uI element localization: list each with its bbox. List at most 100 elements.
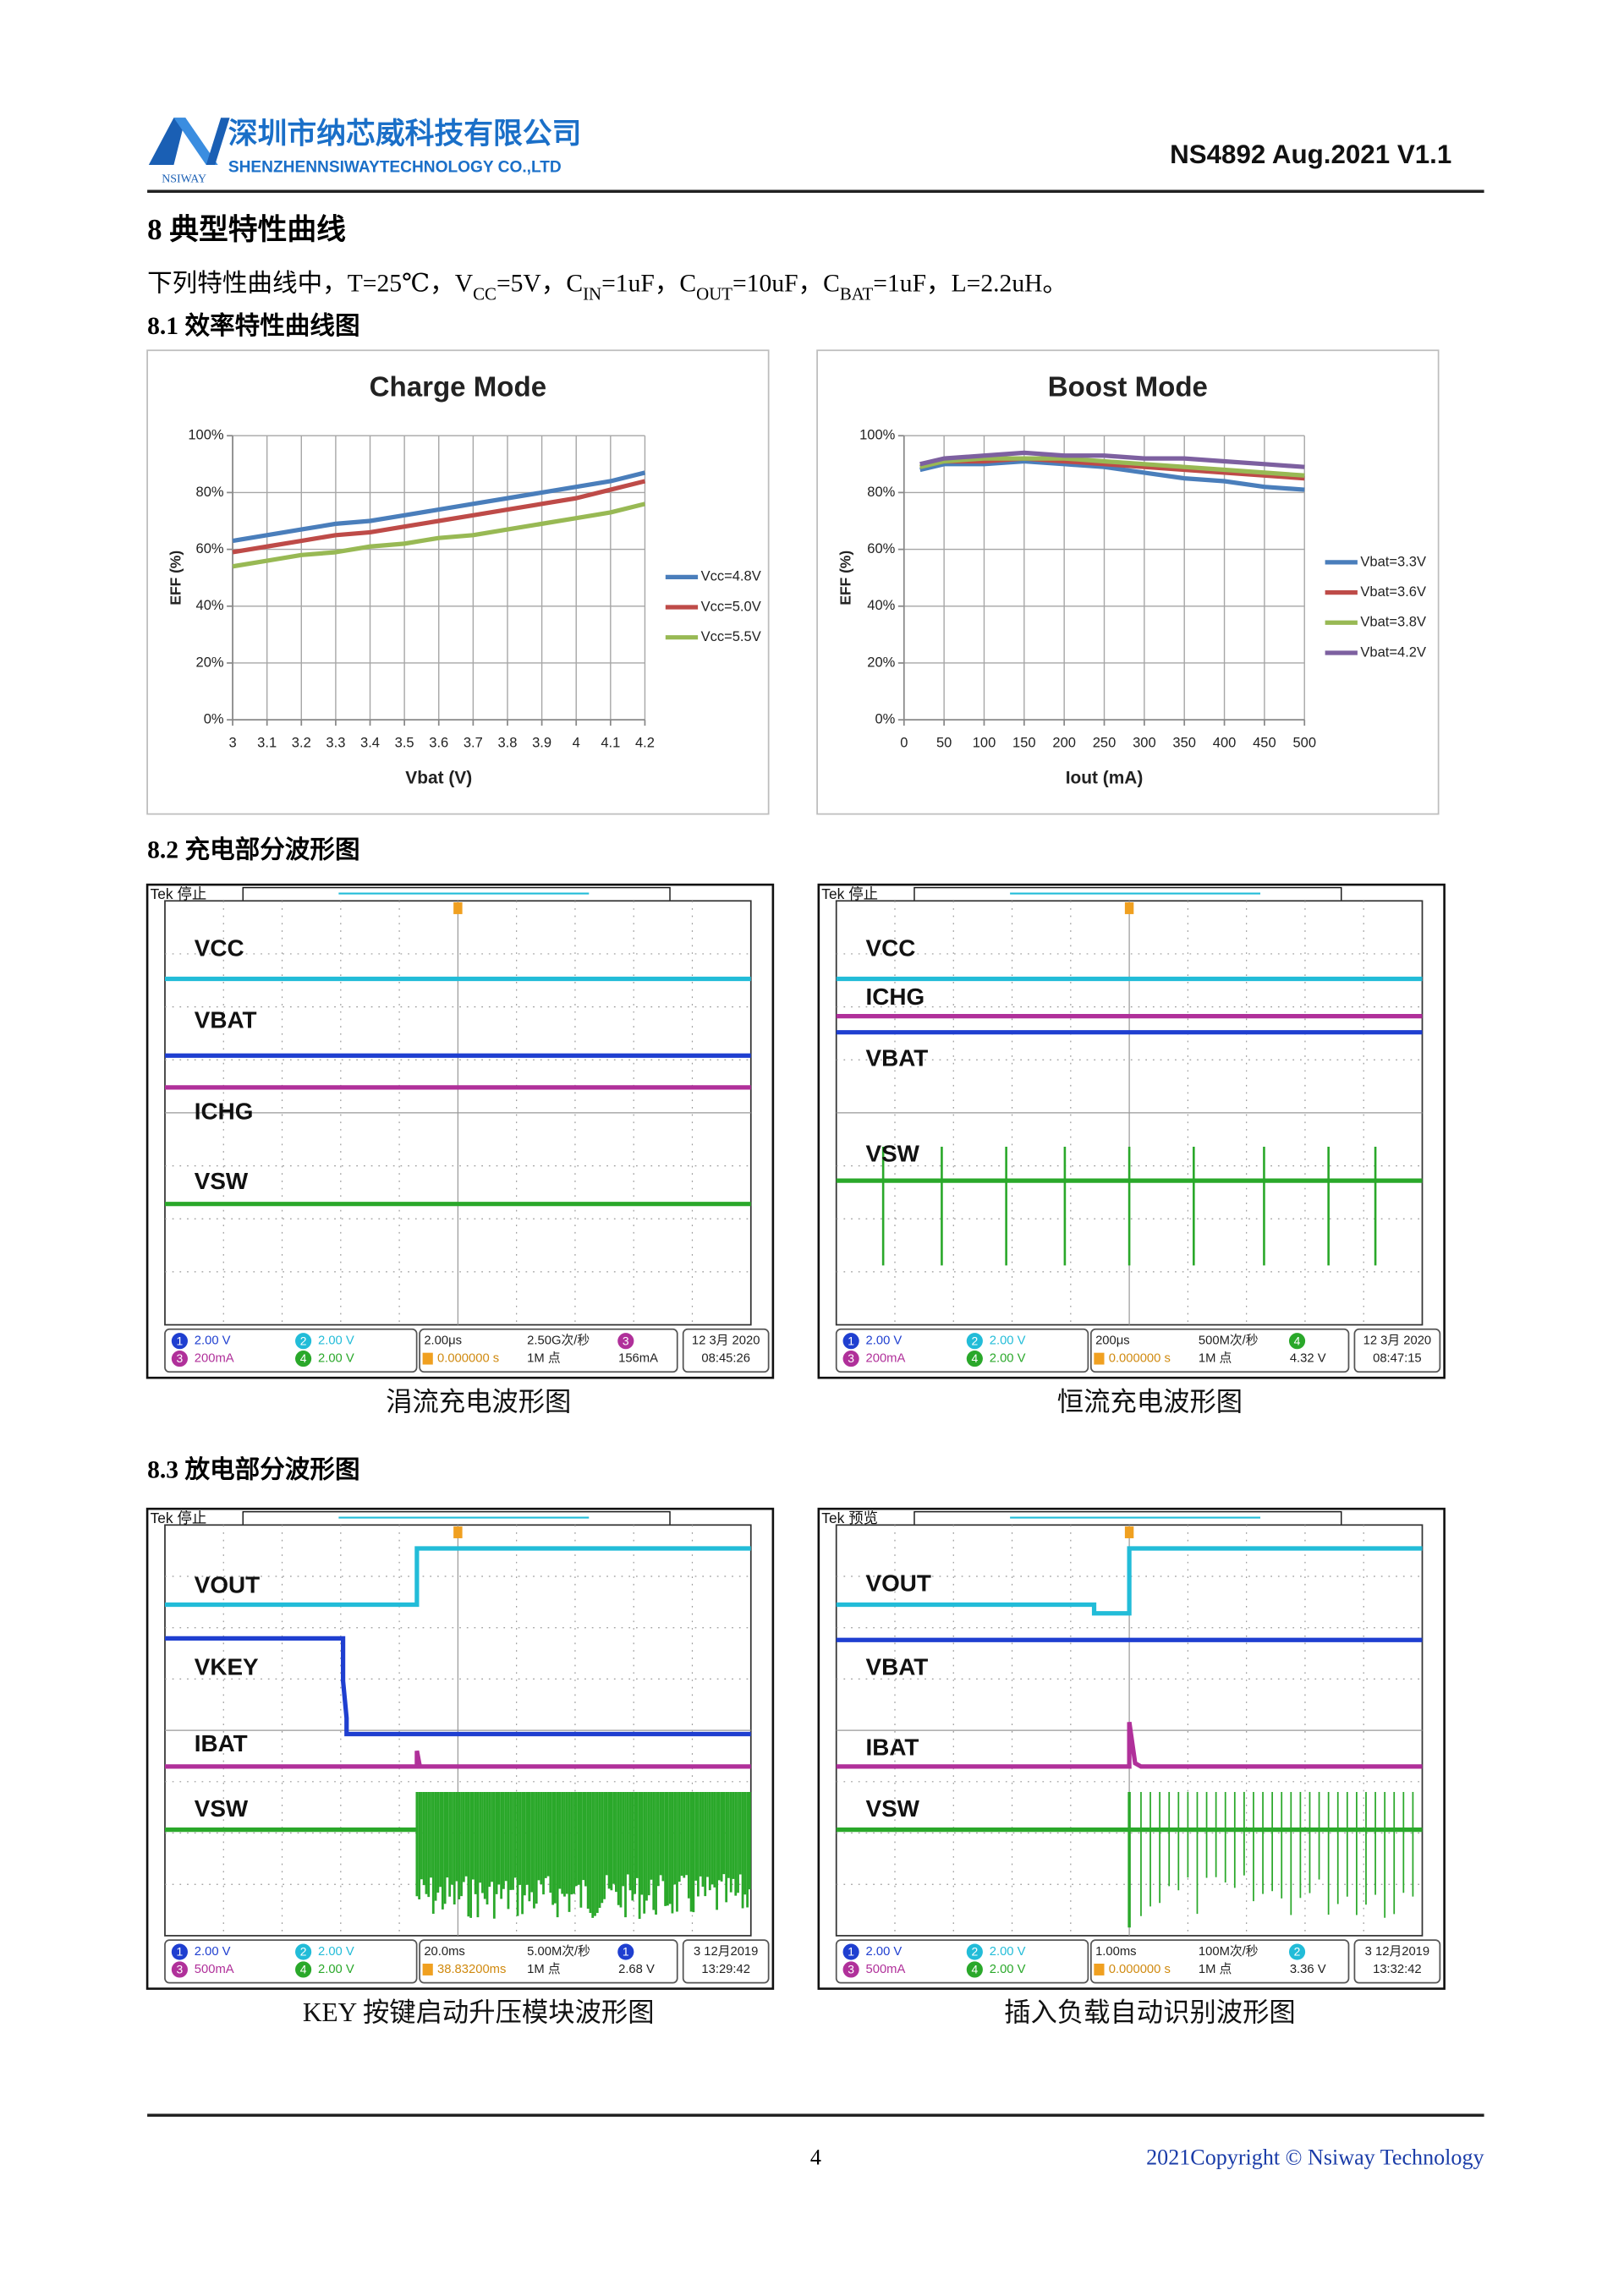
trigger-channel: 4 <box>1294 1334 1301 1347</box>
trigger-channel: 2 <box>1294 1945 1301 1959</box>
y-axis-label: EFF (%) <box>837 551 853 606</box>
channel-label: VSW <box>866 1140 920 1166</box>
trigger-channel-badge <box>1288 1943 1306 1960</box>
channel-scale: 500mA <box>195 1963 234 1976</box>
channel-id: 4 <box>300 1351 307 1365</box>
sample-rate: 100M次/秒 <box>1199 1944 1259 1959</box>
data-line <box>232 470 646 544</box>
record-length: 1M 点 <box>1199 1351 1232 1366</box>
record-length: 1M 点 <box>1199 1962 1232 1976</box>
channel-scale: 2.00 V <box>318 1963 354 1976</box>
chart-frame <box>816 349 1440 815</box>
x-tick-label: 0 <box>900 734 908 750</box>
trigger-icon <box>1094 1352 1105 1365</box>
channel-label: ICHG <box>866 984 925 1010</box>
channel-badge <box>842 1351 859 1367</box>
legend-label: Vcc=5.5V <box>701 628 761 644</box>
channel-label: VCC <box>866 934 916 961</box>
status-box <box>164 1328 418 1373</box>
x-axis-label: Iout (mA) <box>1066 768 1144 787</box>
x-tick-label: 4.2 <box>635 734 655 750</box>
sample-rate: 500M次/秒 <box>1199 1334 1259 1348</box>
channel-badge <box>842 1333 859 1350</box>
channel-label: VCC <box>195 934 244 961</box>
trigger-marker <box>1124 1526 1134 1538</box>
trigger-level: 3.36 V <box>1290 1963 1326 1976</box>
trigger-position: 0.000000 s <box>437 1352 499 1366</box>
trigger-channel: 3 <box>623 1334 629 1347</box>
subsection-title: 8.2 充电部分波形图 <box>147 836 359 864</box>
data-line <box>232 501 646 569</box>
y-axis-label: EFF (%) <box>167 551 184 606</box>
capture-date: 3 12月2019 <box>694 1945 758 1959</box>
channel-label: IBAT <box>195 1730 248 1756</box>
channel-id: 2 <box>300 1945 307 1959</box>
y-tick-label: 80% <box>867 484 895 500</box>
subscript: CC <box>473 283 497 304</box>
trigger-channel-badge <box>617 1943 634 1960</box>
x-tick-label: 3.8 <box>497 734 517 750</box>
status-box <box>1089 1328 1350 1373</box>
x-tick-label: 450 <box>1253 734 1276 750</box>
status-box <box>1089 1939 1350 1984</box>
record-length: 1M 点 <box>527 1351 561 1366</box>
record-length: 1M 点 <box>527 1962 561 1976</box>
timebase: 200μs <box>1095 1334 1130 1348</box>
legend-label: Vbat=3.8V <box>1360 614 1426 630</box>
subsection-title: 8.3 放电部分波形图 <box>147 1455 359 1483</box>
channel-badge <box>171 1943 188 1960</box>
channel-id: 3 <box>848 1963 854 1976</box>
company-name-cn: 深圳市纳芯威科技有限公司 <box>228 117 582 150</box>
x-tick-label: 200 <box>1052 734 1076 750</box>
trigger-channel-badge <box>1288 1333 1306 1350</box>
x-tick-label: 500 <box>1292 734 1316 750</box>
trigger-level: 2.68 V <box>618 1963 655 1976</box>
legend-label: Vcc=5.0V <box>701 598 761 614</box>
data-line <box>919 456 1305 478</box>
scope-capture: Tek 停止 VCC VBAT ICHG VSW 1 2.00 V 2 2.00 V 3 200mA… <box>145 883 775 1417</box>
waveform <box>836 1722 1423 1769</box>
scope-status: Tek 预览 <box>821 1510 878 1526</box>
page-number: 4 <box>810 2145 821 2169</box>
intro-text: 下列特性曲线中，T=25℃，V <box>147 269 474 297</box>
x-tick-label: 400 <box>1213 734 1237 750</box>
data-line <box>919 450 1305 469</box>
channel-scale: 2.00 V <box>195 1945 231 1959</box>
x-tick-label: 3 <box>228 734 236 750</box>
scope-status: Tek 停止 <box>151 1510 207 1526</box>
y-tick-label: 40% <box>867 597 895 613</box>
chart: Charge Mode 0% 20% 40% 60% 80% 100% 3 3.1 3.2 3.3 3… <box>146 349 770 815</box>
channel-badge <box>171 1961 188 1978</box>
x-tick-label: 3.9 <box>532 734 551 750</box>
x-tick-label: 4 <box>573 734 580 750</box>
channel-badge <box>295 1351 312 1367</box>
legend-label: Vcc=4.8V <box>701 568 761 584</box>
x-tick-label: 300 <box>1133 734 1156 750</box>
channel-scale: 2.00 V <box>318 1945 354 1959</box>
chart-frame <box>146 349 770 815</box>
chart-title: Charge Mode <box>370 371 546 403</box>
y-tick-label: 0% <box>204 711 224 727</box>
timebase: 2.00μs <box>424 1334 462 1348</box>
x-tick-label: 3.5 <box>395 734 414 750</box>
subscript: IN <box>583 283 601 304</box>
capture-time: 13:32:42 <box>1373 1963 1422 1976</box>
channel-id: 4 <box>971 1351 978 1365</box>
y-tick-label: 60% <box>867 540 895 556</box>
intro-text: =10uF，C <box>732 270 840 297</box>
y-tick-label: 100% <box>859 427 896 443</box>
status-box <box>419 1939 678 1984</box>
document-id: NS4892 Aug.2021 V1.1 <box>1170 140 1451 169</box>
channel-badge <box>842 1943 859 1960</box>
y-tick-label: 20% <box>867 654 895 670</box>
figure-caption: 插入负载自动识别波形图 <box>1004 1997 1296 2027</box>
waveform <box>164 1546 751 1608</box>
channel-scale: 2.00 V <box>990 1945 1026 1959</box>
scope-status: Tek 停止 <box>151 885 207 902</box>
channel-label: VOUT <box>195 1572 260 1598</box>
y-tick-label: 80% <box>196 484 224 500</box>
y-tick-label: 0% <box>875 711 895 727</box>
channel-scale: 2.00 V <box>990 1963 1026 1976</box>
subsection-title: 8.1 效率特性曲线图 <box>147 312 359 340</box>
